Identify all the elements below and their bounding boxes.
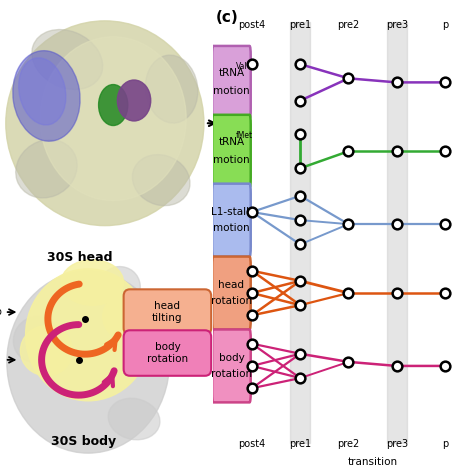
- Text: p: p: [442, 439, 448, 449]
- Ellipse shape: [99, 84, 128, 126]
- Text: motion: motion: [213, 86, 250, 96]
- Ellipse shape: [6, 21, 204, 226]
- Text: pre3: pre3: [386, 20, 408, 30]
- Ellipse shape: [132, 155, 190, 206]
- Text: tRNA: tRNA: [219, 137, 245, 147]
- Ellipse shape: [13, 316, 59, 363]
- Ellipse shape: [16, 139, 77, 198]
- Text: head
tilting: head tilting: [152, 301, 182, 323]
- FancyBboxPatch shape: [212, 329, 251, 402]
- Ellipse shape: [40, 37, 186, 201]
- FancyBboxPatch shape: [212, 115, 251, 188]
- Text: motion: motion: [213, 155, 250, 165]
- Text: pre2: pre2: [337, 20, 360, 30]
- Text: p: p: [442, 20, 448, 30]
- Text: body
rotation: body rotation: [147, 342, 188, 364]
- Text: pre3: pre3: [386, 439, 408, 449]
- Ellipse shape: [103, 294, 149, 339]
- Text: L1-stalk: L1-stalk: [211, 207, 252, 217]
- Text: fMet: fMet: [236, 130, 254, 139]
- Ellipse shape: [118, 80, 151, 121]
- Text: pre2: pre2: [337, 439, 360, 449]
- Text: 30S body: 30S body: [52, 435, 117, 448]
- Ellipse shape: [13, 51, 80, 141]
- Text: post4: post4: [238, 20, 265, 30]
- Text: pre1: pre1: [289, 439, 311, 449]
- Text: motion: motion: [213, 223, 250, 233]
- Text: Val: Val: [236, 62, 248, 71]
- Text: (c): (c): [216, 10, 238, 25]
- FancyBboxPatch shape: [212, 46, 251, 119]
- Text: rotation: rotation: [211, 296, 252, 306]
- Ellipse shape: [26, 269, 151, 401]
- Text: 30S head: 30S head: [47, 251, 112, 264]
- Text: transition: transition: [347, 457, 398, 467]
- Text: rotation: rotation: [211, 369, 252, 379]
- Ellipse shape: [18, 58, 66, 125]
- Ellipse shape: [99, 266, 140, 308]
- Ellipse shape: [7, 271, 170, 453]
- Text: o: o: [0, 307, 1, 317]
- Ellipse shape: [61, 260, 124, 305]
- Text: head: head: [219, 280, 245, 290]
- Text: post4: post4: [238, 439, 265, 449]
- Bar: [387, 22, 407, 443]
- FancyBboxPatch shape: [124, 330, 211, 376]
- Text: pre1: pre1: [289, 20, 311, 30]
- Ellipse shape: [32, 29, 103, 90]
- FancyBboxPatch shape: [124, 289, 211, 335]
- FancyBboxPatch shape: [212, 256, 251, 329]
- Ellipse shape: [108, 398, 160, 440]
- Text: tRNA: tRNA: [219, 68, 245, 79]
- FancyBboxPatch shape: [212, 183, 251, 256]
- Bar: [290, 22, 310, 443]
- Text: body: body: [219, 353, 244, 363]
- Ellipse shape: [146, 55, 198, 123]
- Ellipse shape: [20, 326, 73, 376]
